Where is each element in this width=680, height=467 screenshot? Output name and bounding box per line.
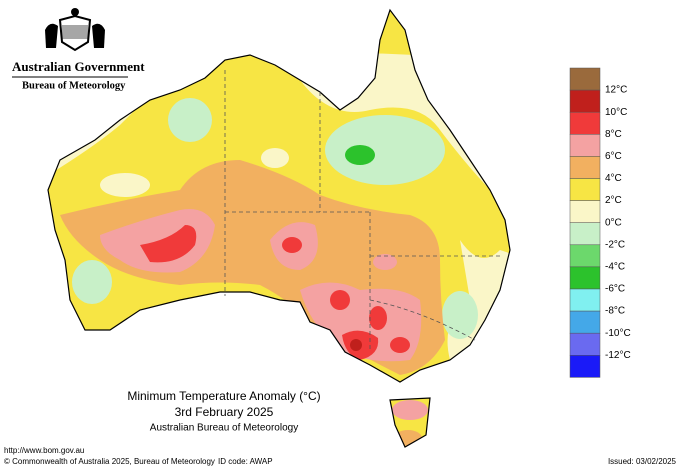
footer-copyright: © Commonwealth of Australia 2025, Bureau… [4, 457, 215, 466]
legend-label: -10°C [605, 328, 631, 339]
government-name: Australian Government [12, 59, 145, 74]
logo [45, 8, 105, 52]
legend-label: -2°C [605, 239, 625, 250]
legend-swatch [569, 310, 601, 334]
legend-swatch [569, 244, 601, 268]
legend-label: -6°C [605, 284, 625, 295]
legend-swatch [569, 111, 601, 135]
legend-label: 6°C [605, 151, 622, 162]
legend-label: 10°C [605, 107, 627, 118]
footer-issued: Issued: 03/02/2025 [608, 457, 677, 466]
legend-swatch [569, 89, 601, 113]
footer-url: http://www.bom.gov.au [4, 446, 84, 455]
legend-label: 4°C [605, 173, 622, 184]
legend-swatch [569, 178, 601, 201]
legend-label: -12°C [605, 350, 631, 361]
legend-label: -8°C [605, 306, 625, 317]
coastline [47, 8, 511, 448]
legend-swatch [569, 156, 601, 179]
legend-label: 12°C [605, 85, 627, 96]
legend-label: 8°C [605, 129, 622, 140]
legend-label: 0°C [605, 217, 622, 228]
legend-swatch [569, 134, 601, 157]
legend-swatch [569, 355, 601, 378]
legend-label: 2°C [605, 195, 622, 206]
legend-swatch [569, 200, 601, 223]
title-line1: Minimum Temperature Anomaly (°C) [127, 389, 320, 403]
footer-id-code: ID code: AWAP [218, 457, 273, 466]
legend-swatch [569, 288, 601, 312]
legend-swatch [569, 332, 601, 356]
legend-swatch [569, 222, 601, 246]
state-borders [224, 70, 500, 352]
legend-swatch [569, 266, 601, 290]
title-line3: Australian Bureau of Meteorology [150, 423, 298, 434]
legend: 12°C 10°C 8°C 6°C 4°C 2°C 0°C -2°C -4°C -6°C -8°C -… [569, 67, 631, 378]
title-line2: 3rd February 2025 [175, 405, 274, 419]
legend-label: -4°C [605, 262, 625, 273]
legend-swatch [569, 67, 601, 91]
bureau-name: Bureau of Meteorology [22, 80, 126, 91]
